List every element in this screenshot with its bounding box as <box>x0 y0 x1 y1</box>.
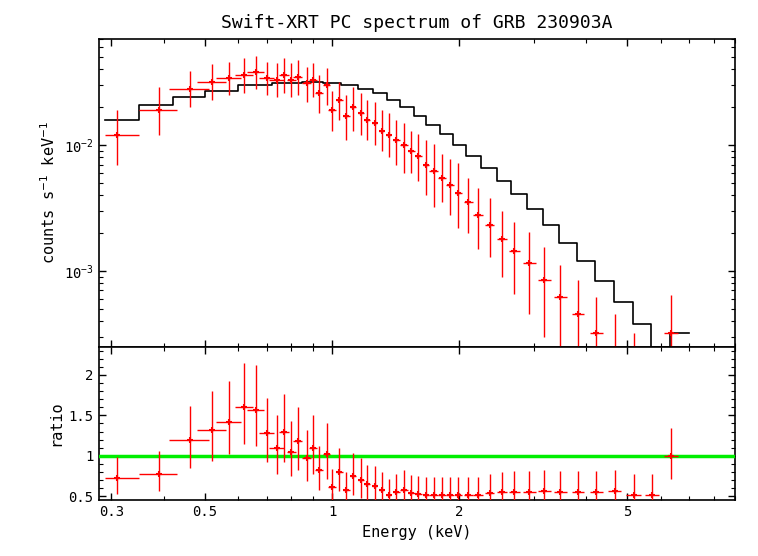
Y-axis label: counts s$^{-1}$ keV$^{-1}$: counts s$^{-1}$ keV$^{-1}$ <box>39 121 58 265</box>
X-axis label: Energy (keV): Energy (keV) <box>362 525 471 540</box>
Title: Swift-XRT PC spectrum of GRB 230903A: Swift-XRT PC spectrum of GRB 230903A <box>221 14 612 32</box>
Y-axis label: ratio: ratio <box>48 401 63 446</box>
